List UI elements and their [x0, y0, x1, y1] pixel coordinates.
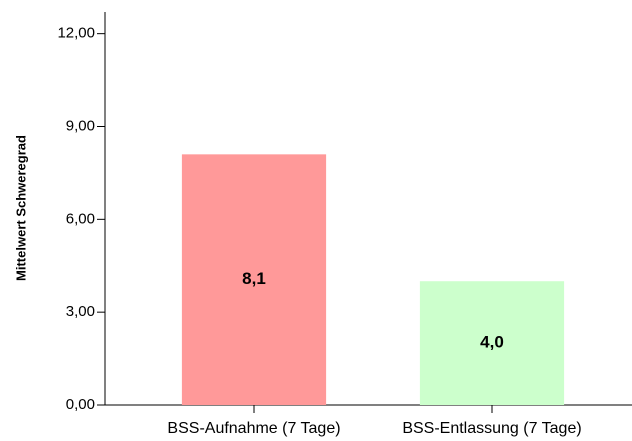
x-tick-label: BSS-Aufnahme (7 Tage)	[167, 420, 340, 437]
bar	[419, 281, 565, 405]
data-label: 4,0	[480, 333, 504, 352]
y-tick-label: 3,00	[66, 303, 95, 320]
data-label: 8,1	[242, 269, 266, 288]
y-tick-label: 12,00	[57, 25, 95, 42]
y-axis-label: Mittelwert Schweregrad	[13, 135, 28, 281]
y-tick-label: 9,00	[66, 117, 95, 134]
x-tick-label: BSS-Entlassung (7 Tage)	[402, 420, 581, 437]
y-tick-label: 6,00	[66, 210, 95, 227]
bar	[181, 154, 327, 405]
y-tick-label: 0,00	[66, 396, 95, 413]
